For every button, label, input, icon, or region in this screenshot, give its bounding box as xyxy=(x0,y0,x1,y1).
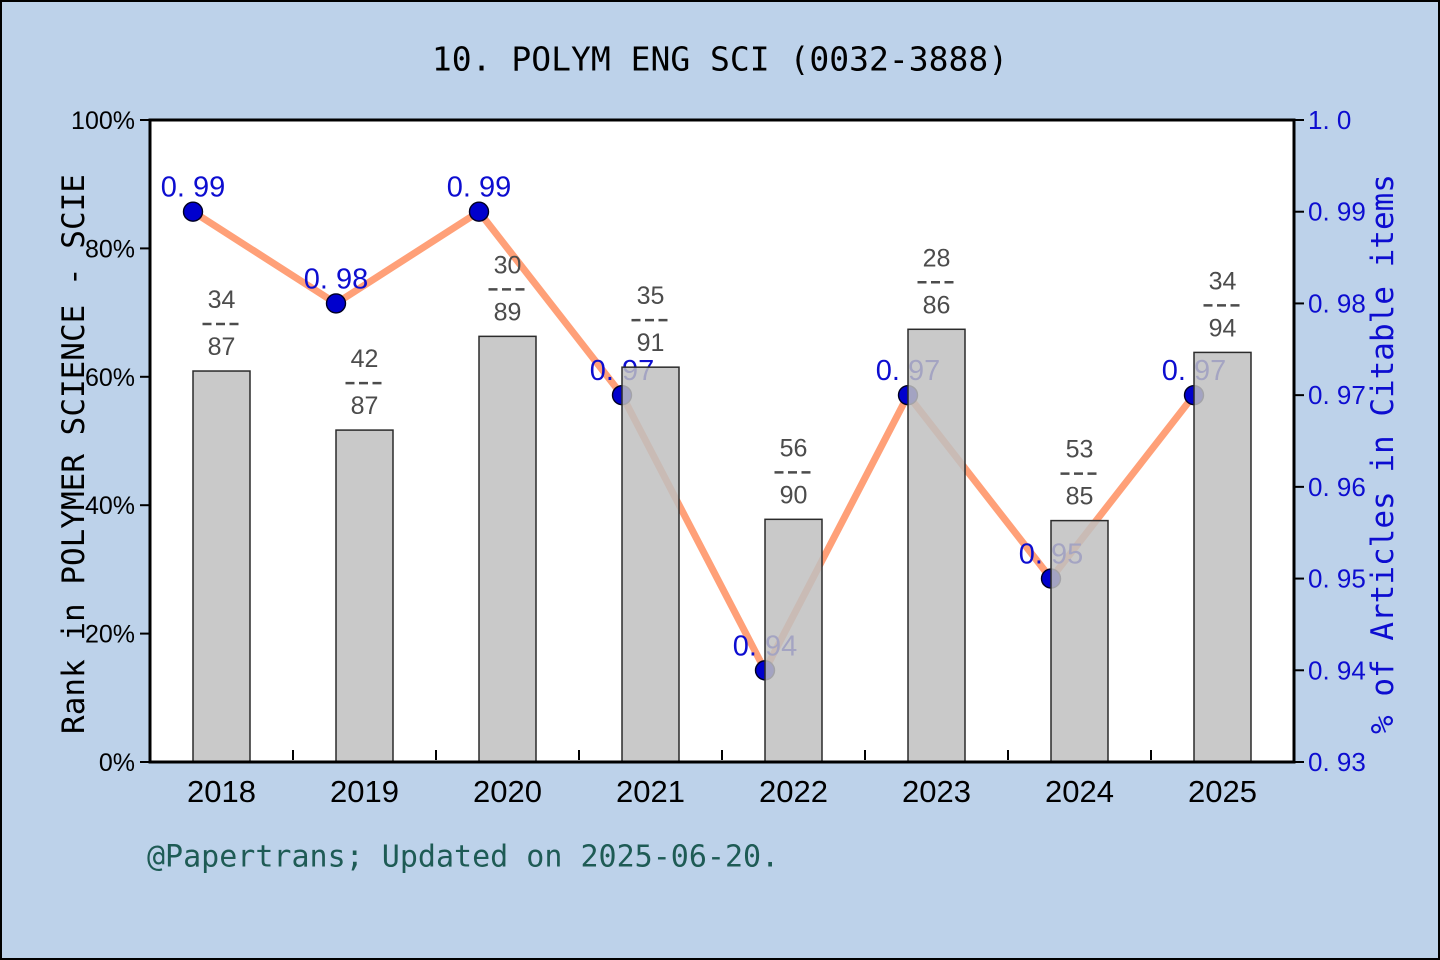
line-value-label-2019: 0. 98 xyxy=(304,263,369,295)
line-value-label-2018: 0. 99 xyxy=(161,172,226,204)
bar-fraction-denominator-2020: 89 xyxy=(494,298,522,326)
x-axis-tick-label-2021: 2021 xyxy=(616,774,685,809)
bar-fraction-numerator-2021: 35 xyxy=(637,282,665,310)
left-axis-tick-label-4: 20% xyxy=(85,621,135,649)
rank-bar-2025 xyxy=(1193,351,1252,763)
bar-fraction-denominator-2019: 87 xyxy=(351,392,379,420)
bar-fraction-numerator-2025: 34 xyxy=(1209,267,1237,295)
right-axis-tick-label-4: 0. 96 xyxy=(1308,472,1366,502)
rank-bar-2022 xyxy=(764,518,823,763)
right-axis-tick-label-3: 0. 97 xyxy=(1308,380,1366,410)
left-axis-tick-label-1: 80% xyxy=(85,235,135,263)
right-axis-tick-label-1: 0. 99 xyxy=(1308,197,1366,227)
right-axis-tick-label-6: 0. 94 xyxy=(1308,655,1366,685)
right-axis-tick-label-0: 1. 0 xyxy=(1308,105,1351,135)
rank-bar-2020 xyxy=(478,335,537,763)
bar-fraction-numerator-2023: 28 xyxy=(923,244,951,272)
bar-fraction-denominator-2024: 85 xyxy=(1066,483,1094,511)
plot-background xyxy=(150,120,1294,762)
x-axis-tick-label-2020: 2020 xyxy=(473,774,542,809)
x-axis-tick-label-2024: 2024 xyxy=(1045,774,1114,809)
footer-credit: @Papertrans; Updated on 2025-06-20. xyxy=(147,839,780,875)
right-axis-tick-label-2: 0. 98 xyxy=(1308,288,1366,318)
left-axis-tick-label-3: 40% xyxy=(85,492,135,520)
line-marker-2020 xyxy=(468,201,490,222)
x-axis-tick-label-2025: 2025 xyxy=(1188,774,1257,809)
bar-fraction-numerator-2018: 34 xyxy=(208,286,236,314)
bar-fraction-denominator-2022: 90 xyxy=(780,481,808,509)
bar-fraction-denominator-2025: 94 xyxy=(1209,314,1237,342)
x-axis-tick-label-2019: 2019 xyxy=(330,774,399,809)
x-axis-tick-label-2023: 2023 xyxy=(902,774,971,809)
x-axis-tick-label-2018: 2018 xyxy=(187,774,256,809)
left-axis-tick-label-5: 0% xyxy=(99,749,135,777)
rank-bar-2018 xyxy=(192,370,251,763)
bar-fraction-numerator-2024: 53 xyxy=(1066,436,1094,464)
citable-items-line xyxy=(189,208,1198,674)
chart-title: 10. POLYM ENG SCI (0032-3888) xyxy=(431,39,1009,79)
plot-border xyxy=(148,118,1296,764)
bar-fraction-denominator-2021: 91 xyxy=(637,329,665,357)
x-axis-tick-label-2022: 2022 xyxy=(759,774,828,809)
left-axis-tick-label-0: 100% xyxy=(71,107,135,135)
bar-fraction-numerator-2022: 56 xyxy=(780,434,808,462)
rank-bar-2019 xyxy=(335,429,394,763)
bar-fraction-denominator-2018: 87 xyxy=(208,333,236,361)
line-value-label-2020: 0. 99 xyxy=(447,172,512,204)
rank-bar-2024 xyxy=(1050,519,1109,763)
line-marker-2018 xyxy=(182,201,204,222)
right-axis-tick-label-5: 0. 95 xyxy=(1308,564,1366,594)
bar-fraction-denominator-2023: 86 xyxy=(923,291,951,319)
rank-bar-2021 xyxy=(621,366,680,763)
right-axis-tick-label-7: 0. 93 xyxy=(1308,747,1366,777)
bar-fraction-numerator-2019: 42 xyxy=(351,345,379,373)
line-marker-2019 xyxy=(325,293,347,314)
rank-bar-2023 xyxy=(907,328,966,763)
left-axis-tick-label-2: 60% xyxy=(85,364,135,392)
bar-fraction-numerator-2020: 30 xyxy=(494,251,522,279)
